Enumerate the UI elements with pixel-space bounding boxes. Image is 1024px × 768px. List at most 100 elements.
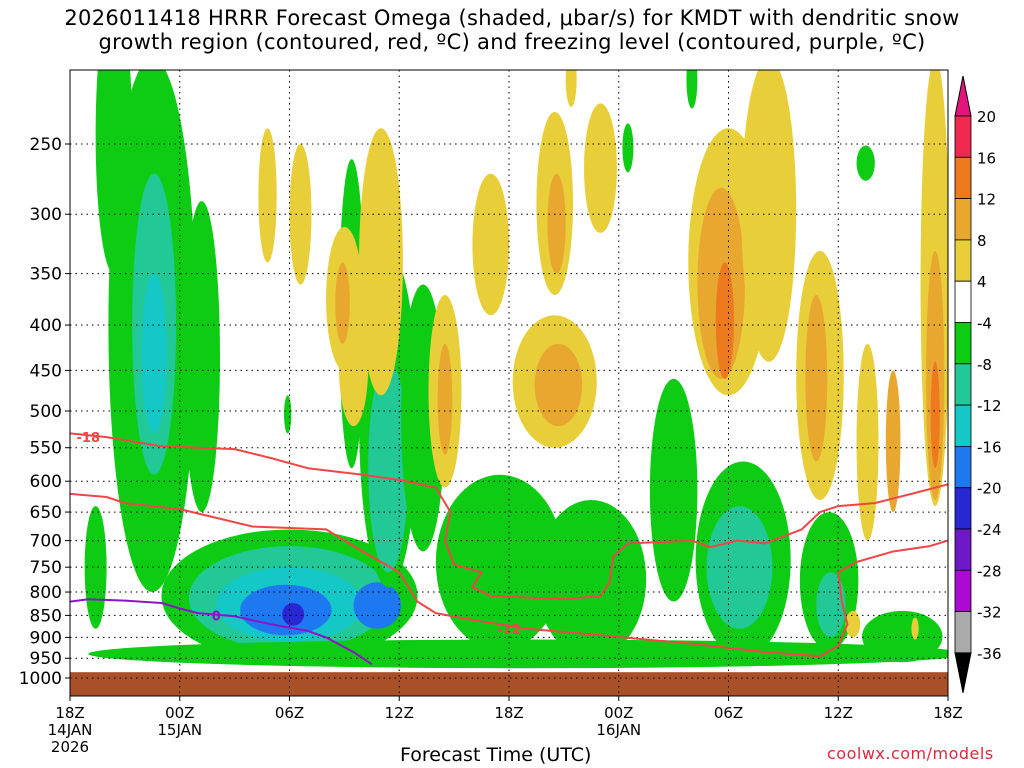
colorbar-band-9 xyxy=(954,487,972,530)
y-tick-label-1000: 1000 xyxy=(19,669,62,689)
omega-region-57 xyxy=(258,128,277,263)
y-tick-label-400: 400 xyxy=(30,316,62,336)
ground-fill xyxy=(70,672,948,696)
colorbar-top-arrow xyxy=(954,75,972,117)
omega-region-59 xyxy=(565,70,577,107)
contour-label-0: 0 xyxy=(212,609,221,624)
colorbar-label-12: -32 xyxy=(977,604,1002,622)
grid-lines xyxy=(70,70,948,696)
y-tick-label-800: 800 xyxy=(30,583,62,603)
x-tick-label-6: 06Z xyxy=(714,704,743,722)
chart-title: 2026011418 HRRR Forecast Omega (shaded, … xyxy=(0,6,1024,54)
colorbar-label-9: -20 xyxy=(977,480,1002,498)
colorbar-band-7 xyxy=(954,404,972,447)
omega-region-47 xyxy=(741,70,797,362)
y-tick-label-650: 650 xyxy=(30,503,62,523)
y-tick-label-600: 600 xyxy=(30,472,62,492)
x-tick-year-0: 2026 xyxy=(51,738,89,756)
colorbar-label-3: 8 xyxy=(977,232,987,250)
contour--12 xyxy=(70,492,948,658)
omega-region-49 xyxy=(805,295,828,462)
colorbar-band-3 xyxy=(954,239,972,282)
omega-region-51 xyxy=(885,370,901,513)
omega-region-43 xyxy=(547,173,566,274)
omega-region-41 xyxy=(534,343,583,427)
omega-region-38 xyxy=(437,343,453,455)
colorbar-band-10 xyxy=(954,528,972,571)
pressure-axis: 2503003504004505005506006507007508008509… xyxy=(19,135,70,689)
omega-region-46 xyxy=(715,262,734,379)
colorbar-label-13: -36 xyxy=(977,645,1002,663)
colorbar-label-4: 4 xyxy=(977,273,987,291)
y-tick-label-450: 450 xyxy=(30,361,62,381)
x-tick-date-1: 15JAN xyxy=(157,721,202,739)
omega-region-20 xyxy=(706,506,773,629)
omega-shading xyxy=(84,13,948,669)
y-tick-label-850: 850 xyxy=(30,606,62,626)
omega-region-35 xyxy=(335,262,350,344)
omega-region-36 xyxy=(373,187,392,326)
x-tick-label-0: 18Z xyxy=(55,704,84,722)
omega-region-55 xyxy=(845,610,861,638)
colorbar-label-8: -16 xyxy=(977,438,1002,456)
colorbar-label-11: -28 xyxy=(977,562,1002,580)
omega-region-5 xyxy=(84,506,107,629)
x-tick-date-5: 16JAN xyxy=(596,721,641,739)
y-tick-label-500: 500 xyxy=(30,402,62,422)
colorbar-band-4 xyxy=(954,280,972,323)
colorbar-label-0: 20 xyxy=(977,108,996,126)
contour-label--12: -12 xyxy=(497,623,521,638)
ground-layer xyxy=(70,672,948,696)
contour-label--18: -18 xyxy=(77,431,101,446)
y-tick-label-250: 250 xyxy=(30,135,62,155)
omega-region-56 xyxy=(911,617,919,640)
temperature-contours xyxy=(70,432,948,666)
colorbar-band-2 xyxy=(954,198,972,241)
omega-region-17 xyxy=(536,500,647,659)
source-credit: coolwx.com/models xyxy=(827,744,994,763)
omega-region-30 xyxy=(284,395,292,434)
omega-region-27 xyxy=(686,70,698,109)
contour--18 xyxy=(70,432,948,601)
omega-colorbar: 20 16 12 8 4 -4 -8 -12 -16 -20 -24 -28 -32 -36 xyxy=(954,75,1002,693)
x-tick-label-1: 00Z xyxy=(165,704,194,722)
omega-region-14 xyxy=(368,361,409,573)
omega-region-26 xyxy=(418,13,455,62)
colorbar-label-5: -4 xyxy=(977,315,992,333)
colorbar-band-1 xyxy=(954,156,972,200)
colorbar-band-5 xyxy=(954,322,972,365)
omega-region-50 xyxy=(856,343,879,541)
y-tick-label-950: 950 xyxy=(30,649,62,669)
omega-region-4 xyxy=(183,201,220,513)
colorbar-band-0 xyxy=(954,115,972,158)
omega-region-3 xyxy=(141,273,167,434)
x-tick-label-5: 00Z xyxy=(604,704,633,722)
title-line-1: 2026011418 HRRR Forecast Omega (shaded, … xyxy=(64,6,960,30)
omega-region-12 xyxy=(353,582,402,629)
y-tick-label-900: 900 xyxy=(30,628,62,648)
omega-region-22 xyxy=(816,572,846,638)
x-axis-title: Forecast Time (UTC) xyxy=(400,744,592,766)
colorbar-bottom-arrow xyxy=(954,652,972,693)
colorbar-label-6: -8 xyxy=(977,356,992,374)
colorbar-label-7: -12 xyxy=(977,397,1002,415)
omega-region-28 xyxy=(622,123,634,173)
title-line-2: growth region (contoured, red, ºC) and f… xyxy=(98,30,926,54)
colorbar-label-2: 12 xyxy=(977,191,996,209)
omega-region-60 xyxy=(583,103,617,234)
omega-region-16 xyxy=(435,474,564,651)
omega-region-25 xyxy=(856,145,875,181)
contour-labels: -18 -12 0 xyxy=(77,431,521,638)
omega-region-18 xyxy=(649,378,698,602)
x-tick-date-0: 14JAN xyxy=(48,721,93,739)
omega-region-10 xyxy=(282,602,305,626)
x-tick-label-4: 18Z xyxy=(494,704,523,722)
colorbar-band-11 xyxy=(954,569,972,612)
y-tick-label-750: 750 xyxy=(30,558,62,578)
x-tick-label-2: 06Z xyxy=(275,704,304,722)
omega-region-58 xyxy=(289,144,312,285)
colorbar-band-12 xyxy=(954,611,972,654)
omega-region-54 xyxy=(930,361,940,469)
